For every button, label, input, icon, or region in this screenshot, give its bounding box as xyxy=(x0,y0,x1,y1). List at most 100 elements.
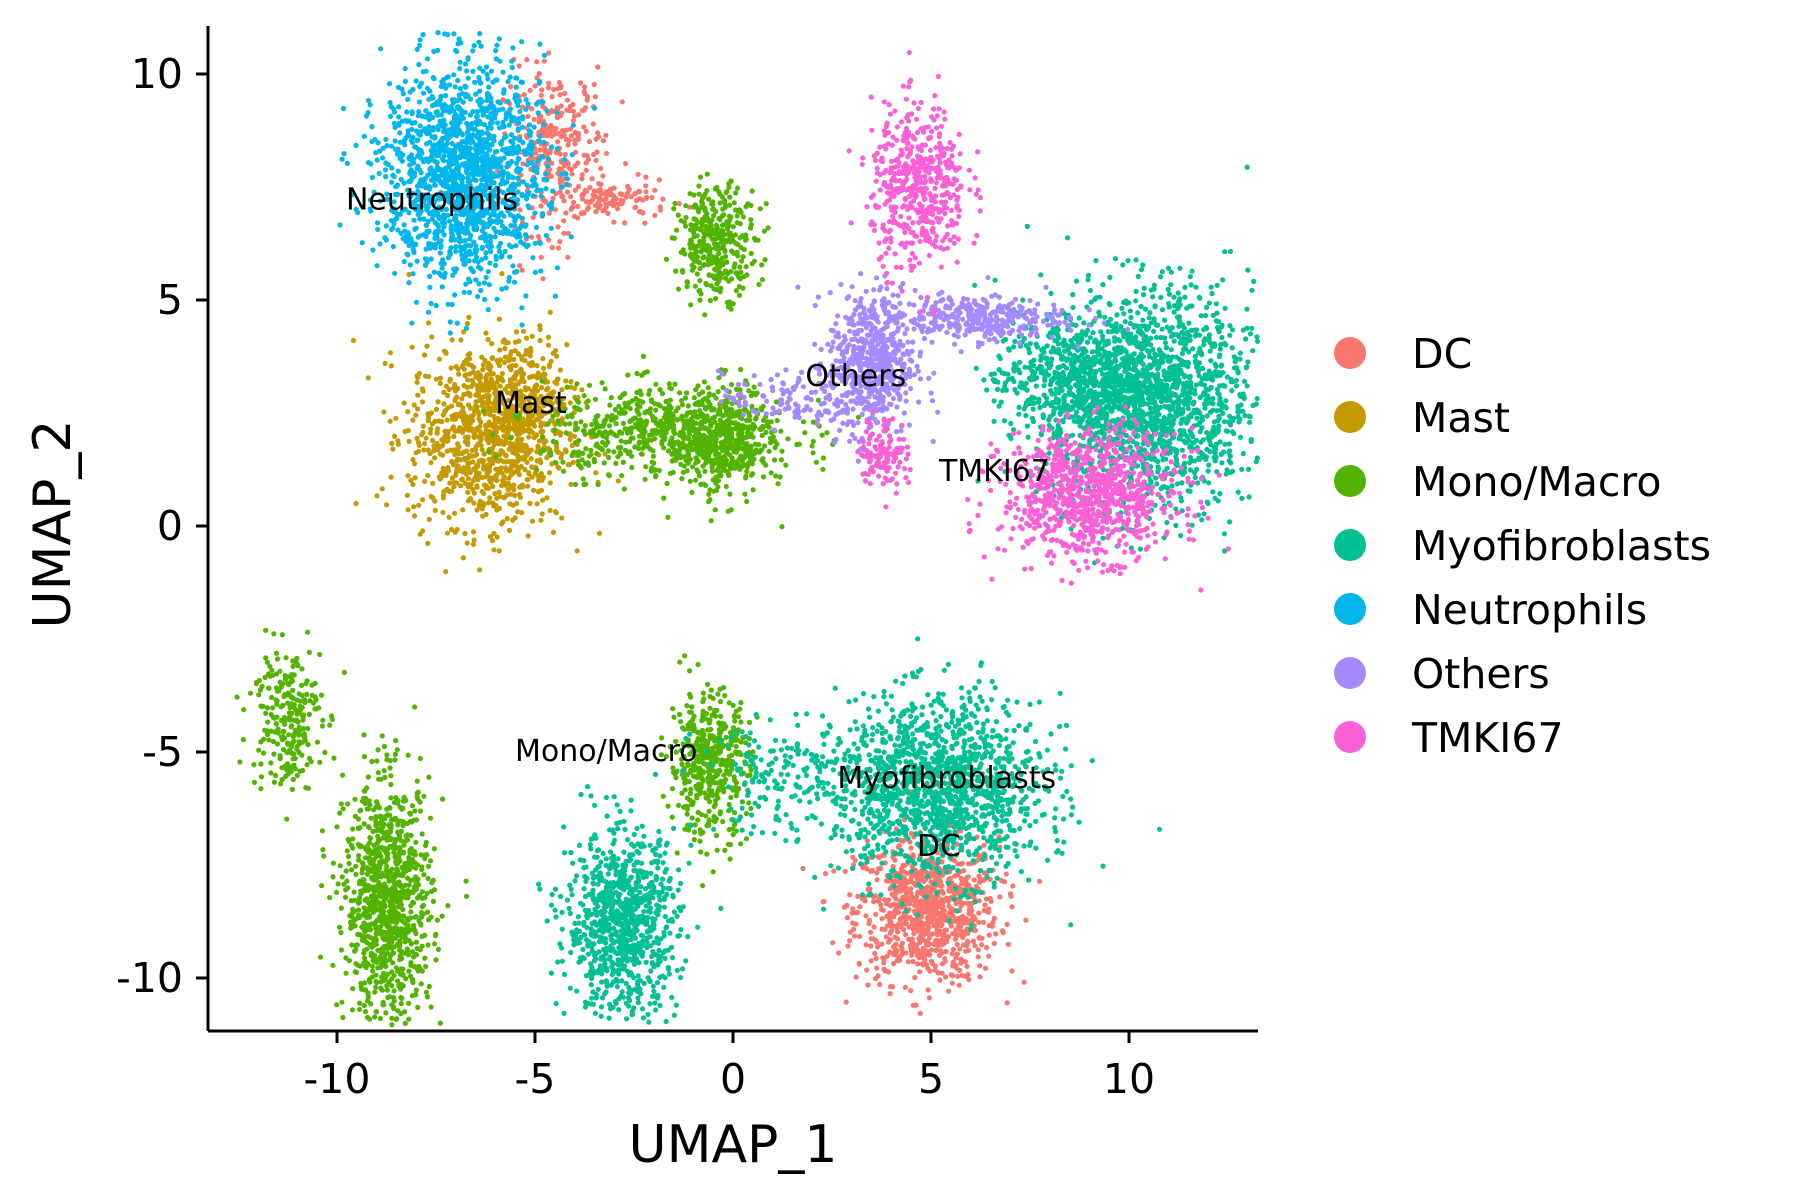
data-point xyxy=(926,949,932,955)
data-point xyxy=(491,547,497,553)
data-point xyxy=(405,409,411,415)
data-point xyxy=(615,478,621,484)
data-point xyxy=(627,406,633,412)
data-point xyxy=(506,527,513,534)
data-point xyxy=(511,356,517,362)
data-point xyxy=(715,691,721,697)
data-point xyxy=(675,802,682,808)
data-point xyxy=(409,803,416,809)
data-point xyxy=(466,314,472,320)
data-point xyxy=(423,839,429,845)
data-point xyxy=(539,87,545,93)
data-point xyxy=(540,497,546,503)
data-point xyxy=(665,514,671,520)
data-point xyxy=(954,918,960,924)
data-point xyxy=(564,97,571,103)
data-point xyxy=(541,58,548,64)
data-point xyxy=(856,960,862,967)
data-point xyxy=(665,803,671,809)
data-point xyxy=(893,923,899,929)
data-point xyxy=(372,989,378,995)
data-point xyxy=(663,430,669,436)
data-point xyxy=(468,405,474,411)
data-point xyxy=(699,411,706,417)
data-point xyxy=(362,955,368,961)
data-point xyxy=(868,943,874,949)
data-point xyxy=(888,922,894,929)
data-point xyxy=(623,439,629,445)
data-point xyxy=(739,258,745,264)
data-point xyxy=(531,116,537,122)
data-point xyxy=(887,949,893,955)
data-point xyxy=(810,450,816,456)
data-point xyxy=(691,439,697,445)
data-point xyxy=(405,427,411,434)
data-point xyxy=(907,877,913,884)
data-point xyxy=(463,878,469,884)
data-point xyxy=(405,473,411,479)
data-point xyxy=(356,853,362,859)
series-mast xyxy=(350,271,621,575)
data-point xyxy=(458,409,465,415)
data-point xyxy=(672,200,678,206)
data-point xyxy=(857,933,863,940)
data-point xyxy=(895,936,901,942)
data-point xyxy=(652,416,658,422)
data-point xyxy=(508,491,514,497)
data-point xyxy=(731,200,737,206)
data-point xyxy=(462,530,468,537)
data-point xyxy=(422,955,428,961)
data-point xyxy=(916,917,922,923)
data-point xyxy=(357,1006,363,1013)
data-point xyxy=(974,857,981,863)
data-point xyxy=(929,958,935,965)
data-point xyxy=(671,235,678,241)
data-point xyxy=(637,189,643,195)
data-point xyxy=(632,415,638,421)
data-point xyxy=(737,221,743,227)
data-point xyxy=(425,411,431,417)
data-point xyxy=(725,470,732,476)
data-point xyxy=(374,493,380,499)
data-point xyxy=(437,1020,443,1026)
data-point xyxy=(660,196,666,202)
data-point xyxy=(670,706,676,712)
data-point xyxy=(509,363,515,369)
data-point xyxy=(549,133,555,139)
data-point xyxy=(946,988,952,994)
data-point xyxy=(445,392,451,399)
data-point xyxy=(906,900,912,907)
data-point xyxy=(777,474,783,480)
data-point xyxy=(583,167,589,173)
data-point xyxy=(731,774,737,780)
data-point xyxy=(647,446,653,452)
data-point xyxy=(526,434,532,440)
data-point xyxy=(830,940,836,946)
data-point xyxy=(353,500,359,507)
data-point xyxy=(486,448,492,454)
data-point xyxy=(961,942,967,948)
data-point xyxy=(673,452,679,458)
data-point xyxy=(354,942,360,948)
data-point xyxy=(550,438,556,444)
data-point xyxy=(391,880,397,886)
data-point xyxy=(679,413,685,419)
data-point xyxy=(717,200,723,206)
data-point xyxy=(524,459,530,465)
data-point xyxy=(925,987,931,993)
data-point xyxy=(476,503,482,509)
data-point xyxy=(603,150,610,156)
data-point xyxy=(600,138,607,144)
data-point xyxy=(900,862,906,869)
data-point xyxy=(437,375,443,381)
data-point xyxy=(588,447,594,453)
data-point xyxy=(575,215,581,221)
data-point xyxy=(634,409,641,415)
data-point xyxy=(580,476,586,482)
data-point xyxy=(471,529,477,535)
data-point xyxy=(483,330,489,336)
data-point xyxy=(481,451,487,457)
data-point xyxy=(890,863,896,870)
data-point xyxy=(464,384,470,390)
data-point xyxy=(389,440,395,446)
